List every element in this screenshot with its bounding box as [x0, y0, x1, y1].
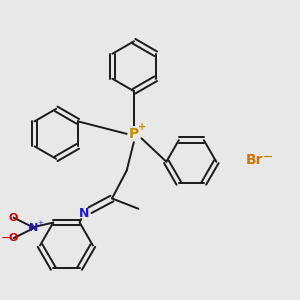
Text: Br: Br	[246, 153, 263, 167]
Text: −: −	[1, 232, 11, 245]
Text: N: N	[79, 207, 89, 220]
Text: P: P	[129, 127, 139, 141]
Text: +: +	[37, 220, 43, 226]
Text: +: +	[138, 122, 146, 132]
Text: −: −	[262, 151, 273, 164]
Text: N: N	[29, 223, 39, 233]
Text: O: O	[9, 233, 18, 243]
Text: O: O	[9, 213, 18, 223]
